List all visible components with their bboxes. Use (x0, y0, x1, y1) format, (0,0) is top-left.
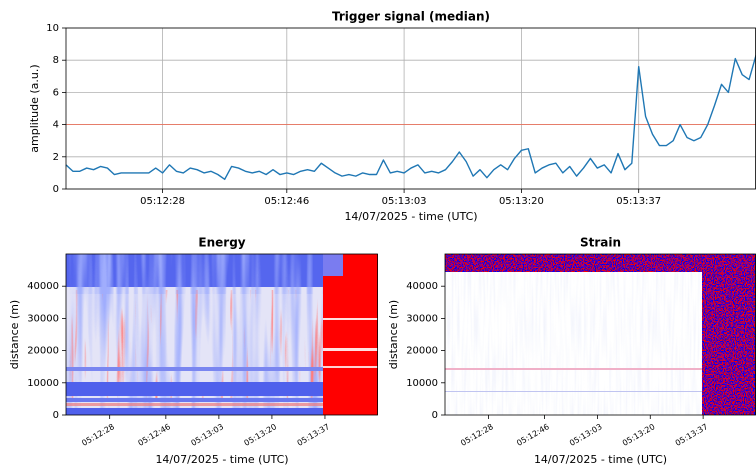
x-tick-label: 05:13:20 (499, 196, 544, 207)
y-tick-label: 30000 (27, 313, 59, 324)
energy-heatmap (66, 254, 378, 415)
chart-title: Trigger signal (median) (332, 10, 490, 24)
heatmap-band (66, 382, 323, 396)
x-tick-label: 05:13:37 (616, 196, 661, 207)
y-tick-label: 10000 (406, 378, 438, 389)
y-tick-label: 6 (53, 87, 59, 98)
y-tick-label: 4 (53, 120, 59, 131)
x-tick-label: 05:13:37 (296, 422, 332, 448)
plot-frame (65, 253, 378, 416)
chart-title: Strain (580, 236, 621, 250)
x-tick-label: 05:12:28 (459, 422, 495, 448)
x-tick-label: 05:13:03 (568, 422, 604, 448)
x-tick-label: 05:13:37 (674, 422, 710, 448)
heatmap-region (323, 254, 343, 276)
y-tick-label: 40000 (406, 281, 438, 292)
y-tick-label: 0 (53, 184, 59, 195)
y-tick-label: 0 (53, 410, 59, 421)
heatmap-region (323, 348, 378, 351)
y-tick-label: 20000 (406, 346, 438, 357)
x-tick-label: 05:12:28 (140, 196, 185, 207)
heatmap-texture (66, 290, 323, 400)
y-tick-label: 20000 (27, 346, 59, 357)
heatmap-band (445, 368, 702, 370)
heatmap-region (323, 254, 378, 415)
heatmap-region (323, 366, 378, 368)
y-axis-label: distance (m) (387, 300, 400, 369)
heatmap-band (66, 367, 323, 371)
heatmap-band (445, 391, 702, 392)
x-tick-label: 05:13:03 (382, 196, 427, 207)
heatmap-texture (445, 272, 702, 415)
heatmap-band (66, 408, 323, 415)
x-tick-label: 05:13:20 (621, 422, 657, 448)
chart-title: Energy (198, 236, 245, 250)
heatmap-texture (66, 254, 323, 294)
strain-heatmap (445, 254, 756, 415)
x-axis-label: 14/07/2025 - time (UTC) (344, 210, 477, 223)
x-tick-label: 05:13:20 (243, 422, 279, 448)
heatmap-band (66, 398, 323, 402)
y-axis-label: amplitude (a.u.) (28, 64, 41, 152)
y-axis-label: distance (m) (8, 300, 21, 369)
heatmap-texture (702, 254, 756, 415)
heatmap-band (66, 403, 323, 406)
x-tick-label: 05:12:28 (80, 422, 116, 448)
y-tick-label: 2 (53, 152, 59, 163)
heatmap-region (323, 318, 378, 320)
y-tick-label: 30000 (406, 313, 438, 324)
x-tick-label: 05:12:46 (264, 196, 309, 207)
x-tick-label: 05:12:46 (515, 422, 551, 448)
y-tick-label: 40000 (27, 281, 59, 292)
signal-line (65, 55, 756, 181)
y-tick-label: 0 (432, 410, 438, 421)
heatmap-texture (445, 254, 702, 272)
y-tick-label: 10000 (27, 378, 59, 389)
y-tick-label: 10 (46, 23, 59, 34)
x-axis-label: 14/07/2025 - time (UTC) (155, 453, 288, 466)
x-axis-label: 14/07/2025 - time (UTC) (534, 453, 667, 466)
x-tick-label: 05:12:46 (136, 422, 172, 448)
x-tick-label: 05:13:03 (190, 422, 226, 448)
y-tick-label: 8 (53, 55, 59, 66)
